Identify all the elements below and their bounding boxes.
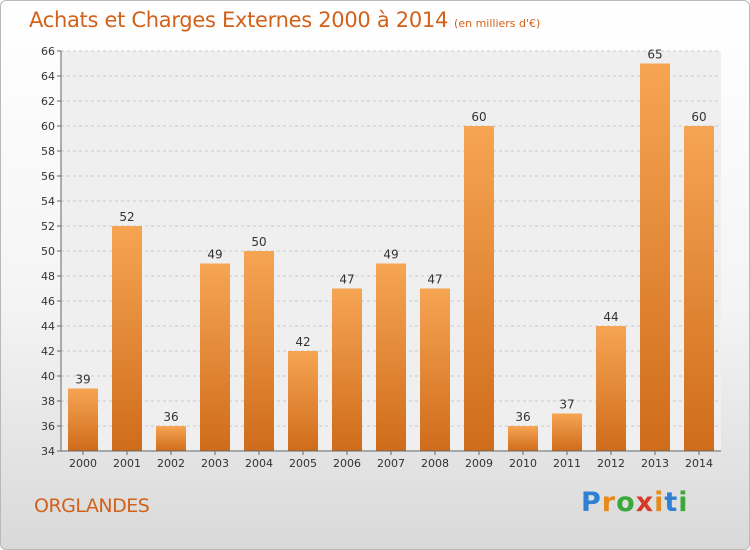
y-tick-label: 44: [41, 320, 55, 333]
y-tick-label: 50: [41, 245, 55, 258]
logo-letter: P: [581, 487, 602, 518]
y-tick-label: 36: [41, 420, 55, 433]
data-label-2006: 47: [339, 273, 354, 287]
bar-2002: [156, 426, 186, 451]
y-tick-label: 42: [41, 345, 55, 358]
bar-2001: [112, 226, 142, 451]
bar-2014: [684, 126, 714, 451]
chart-title-text: Achats et Charges Externes 2000 à 2014: [29, 8, 449, 32]
x-tick-label-2000: 2000: [69, 457, 97, 470]
data-label-2014: 60: [691, 110, 706, 124]
bar-2009: [464, 126, 494, 451]
y-tick-label: 66: [41, 45, 55, 58]
proxiti-logo: Proxiti: [581, 487, 689, 518]
y-tick-label: 56: [41, 170, 55, 183]
data-label-2003: 49: [207, 248, 222, 262]
data-label-2008: 47: [427, 273, 442, 287]
y-tick-label: 62: [41, 95, 55, 108]
data-label-2013: 65: [647, 48, 662, 62]
y-tick-label: 58: [41, 145, 55, 158]
y-tick-label: 34: [41, 445, 55, 458]
bar-2010: [508, 426, 538, 451]
x-tick-label-2013: 2013: [641, 457, 669, 470]
data-label-2002: 36: [163, 410, 178, 424]
chart-subtitle: (en milliers d'€): [454, 17, 541, 30]
x-tick-label-2014: 2014: [685, 457, 713, 470]
logo-letter: x: [635, 487, 655, 518]
data-label-2007: 49: [383, 248, 398, 262]
bar-2003: [200, 263, 230, 451]
x-tick-label-2006: 2006: [333, 457, 361, 470]
bar-2012: [596, 326, 626, 451]
y-tick-label: 40: [41, 370, 55, 383]
bar-2008: [420, 288, 450, 451]
x-tick-label-2012: 2012: [597, 457, 625, 470]
y-tick-label: 54: [41, 195, 55, 208]
logo-letter: o: [616, 487, 636, 518]
data-label-2011: 37: [559, 398, 574, 412]
data-label-2001: 52: [119, 210, 134, 224]
data-label-2010: 36: [515, 410, 530, 424]
y-tick-label: 38: [41, 395, 55, 408]
x-tick-label-2002: 2002: [157, 457, 185, 470]
bar-2000: [68, 388, 98, 451]
data-label-2004: 50: [251, 235, 266, 249]
bar-2011: [552, 413, 582, 451]
y-tick-label: 46: [41, 295, 55, 308]
y-tick-label: 48: [41, 270, 55, 283]
x-tick-label-2009: 2009: [465, 457, 493, 470]
bars: 39 52 36 49 50 42 47 49 47 60 36 37 44 65 60: [68, 48, 714, 451]
x-tick-label-2004: 2004: [245, 457, 273, 470]
data-label-2000: 39: [75, 373, 90, 387]
x-tick-label-2008: 2008: [421, 457, 449, 470]
logo-letter: r: [601, 487, 617, 518]
logo-letter: i: [678, 487, 689, 518]
bar-2005: [288, 351, 318, 451]
bar-2004: [244, 251, 274, 451]
x-tick-label-2001: 2001: [113, 457, 141, 470]
y-axis: 34 36 38 40 42 44 46 48 50 52 54 56 58 60 62 64 66: [41, 45, 62, 458]
x-tick-label-2005: 2005: [289, 457, 317, 470]
y-tick-label: 52: [41, 220, 55, 233]
bar-2013: [640, 63, 670, 451]
logo-letter: t: [664, 487, 679, 518]
data-label-2009: 60: [471, 110, 486, 124]
chart-title: Achats et Charges Externes 2000 à 2014 (e…: [29, 8, 540, 32]
logo-letter: i: [654, 487, 665, 518]
city-name: ORGLANDES: [34, 495, 150, 517]
x-tick-label-2003: 2003: [201, 457, 229, 470]
bar-2006: [332, 288, 362, 451]
x-axis: 2000 2001 2002 2003 2004 2005 2006 2007 2008 2009…: [61, 450, 721, 470]
data-label-2005: 42: [295, 335, 310, 349]
x-tick-label-2010: 2010: [509, 457, 537, 470]
y-tick-label: 60: [41, 120, 55, 133]
y-tick-label: 64: [41, 70, 55, 83]
data-label-2012: 44: [603, 310, 618, 324]
x-tick-label-2007: 2007: [377, 457, 405, 470]
bar-2007: [376, 263, 406, 451]
x-tick-label-2011: 2011: [553, 457, 581, 470]
